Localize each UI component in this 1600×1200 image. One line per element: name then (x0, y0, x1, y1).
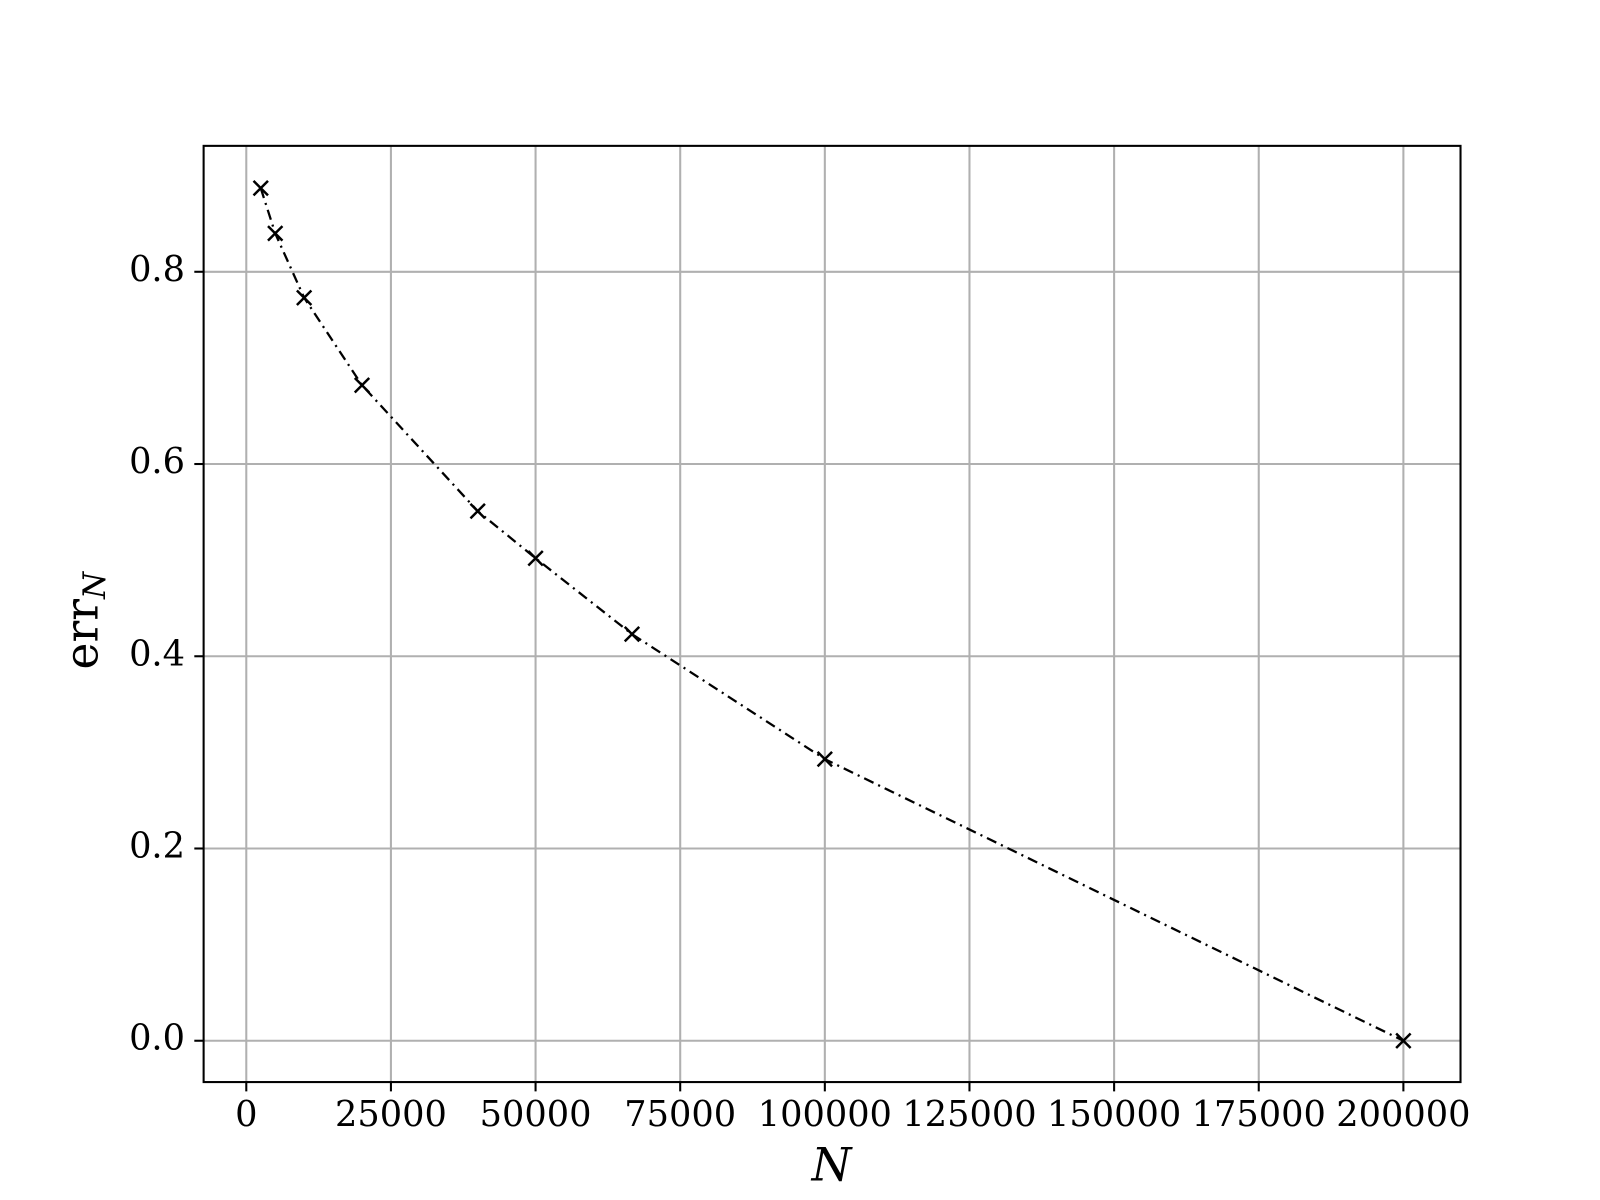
x-tick-label: 25000 (335, 1094, 447, 1135)
x-tick-label: 125000 (902, 1094, 1036, 1135)
x-tick-label: 200000 (1336, 1094, 1470, 1135)
marker (296, 289, 313, 306)
y-label-main: err (55, 599, 108, 670)
y-label-subscript: N (77, 570, 113, 600)
plot-frame (202, 144, 1462, 1084)
x-axis-label: N (811, 1138, 854, 1191)
x-tick-label: 75000 (624, 1094, 736, 1135)
marker (816, 750, 833, 768)
marker (267, 225, 284, 242)
y-tick-label: 0.0 (129, 1018, 185, 1059)
marker (353, 377, 371, 394)
series-line (259, 187, 1404, 1042)
x-tick-label: 0 (235, 1094, 257, 1135)
marker (1395, 1032, 1412, 1049)
marker (527, 550, 544, 567)
marker (623, 626, 641, 643)
x-tick-label: 100000 (758, 1094, 892, 1135)
y-tick-label: 0.6 (129, 441, 185, 482)
x-tick-label: 150000 (1047, 1094, 1181, 1135)
y-tick-label: 0.2 (129, 825, 185, 866)
y-tick-label: 0.8 (129, 249, 185, 290)
x-tick-label: 175000 (1192, 1094, 1326, 1135)
y-tick-label: 0.4 (129, 633, 185, 674)
y-axis-label: errN (55, 570, 112, 669)
x-tick-label: 50000 (480, 1094, 592, 1135)
marker (252, 180, 269, 197)
marker (469, 502, 486, 520)
